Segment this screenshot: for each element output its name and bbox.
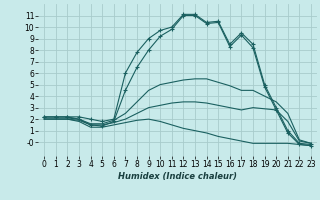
X-axis label: Humidex (Indice chaleur): Humidex (Indice chaleur) xyxy=(118,172,237,181)
